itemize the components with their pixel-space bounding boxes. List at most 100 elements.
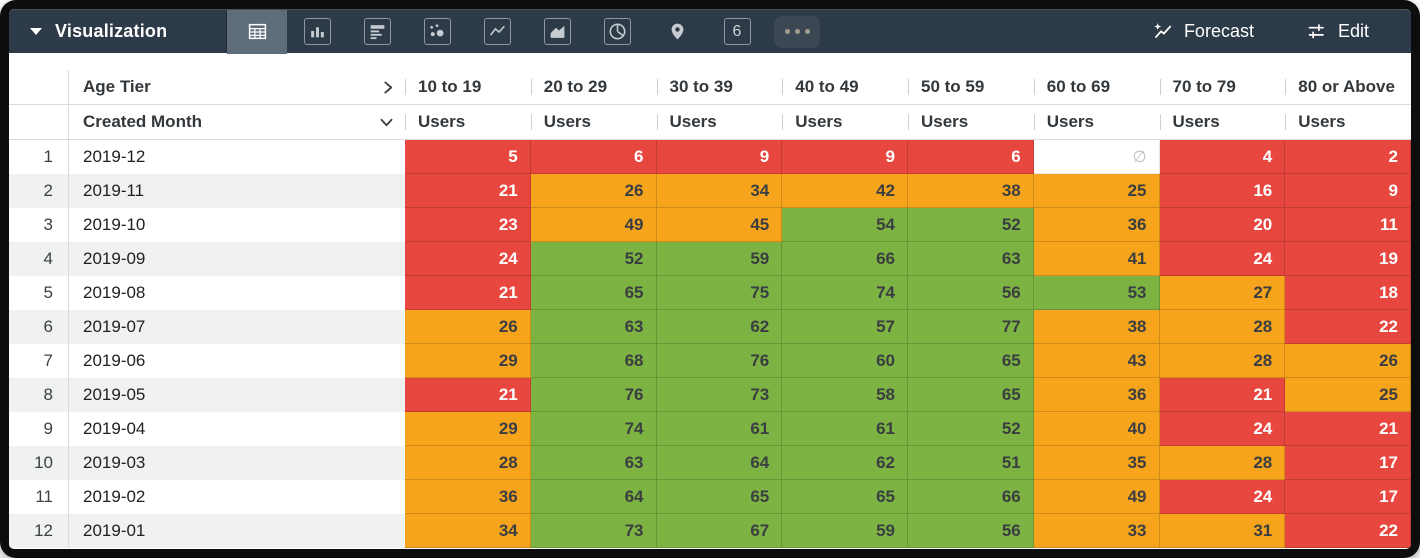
month-cell[interactable]: 2019-07 [69, 310, 405, 344]
users-value-cell[interactable]: 28 [405, 446, 531, 480]
users-value-cell[interactable]: 65 [908, 378, 1034, 412]
viz-type-scatter-button[interactable] [407, 10, 467, 54]
month-cell[interactable]: 2019-01 [69, 514, 405, 548]
month-cell[interactable]: 2019-08 [83, 283, 146, 302]
users-value-cell[interactable]: 36 [405, 480, 531, 514]
viz-type-single-value-button[interactable]: 6 [707, 10, 767, 54]
users-value-cell[interactable]: 6 [530, 140, 657, 174]
users-value-cell[interactable]: 64 [530, 480, 657, 514]
users-value-cell[interactable]: 63 [530, 310, 657, 344]
users-value-cell[interactable]: 51 [908, 446, 1034, 480]
month-cell[interactable]: 2019-03 [69, 446, 405, 480]
users-value-cell[interactable]: 29 [405, 344, 531, 378]
measure-column-header[interactable]: Users [1285, 105, 1411, 140]
users-value-cell[interactable]: 22 [1285, 514, 1411, 548]
users-value-cell[interactable]: 74 [782, 276, 908, 310]
users-value-cell[interactable]: 42 [782, 174, 908, 208]
users-value-cell[interactable]: 56 [908, 514, 1034, 548]
users-value-cell[interactable]: 35 [1033, 446, 1160, 480]
users-value-cell[interactable]: 4 [1159, 140, 1286, 174]
users-value-cell[interactable]: 28 [1159, 344, 1286, 378]
users-value-cell[interactable]: 16 [1159, 174, 1286, 208]
users-value-cell[interactable]: 24 [1159, 242, 1286, 276]
measure-column-header[interactable]: Users [656, 105, 783, 140]
viz-type-pie-button[interactable] [587, 10, 647, 54]
users-value-cell[interactable]: 9 [1285, 174, 1411, 208]
forecast-button[interactable]: Forecast [1152, 21, 1254, 42]
users-value-cell[interactable]: 22 [1285, 310, 1411, 344]
users-value-cell[interactable]: 75 [656, 276, 783, 310]
pivot-column-header[interactable]: 50 to 59 [908, 70, 1034, 105]
users-value-cell[interactable]: 66 [908, 480, 1034, 514]
viz-type-area-button[interactable] [527, 10, 587, 54]
users-value-cell[interactable]: 73 [656, 378, 783, 412]
dimension-field-header[interactable]: Created Month [69, 105, 405, 140]
users-value-cell[interactable]: 77 [908, 310, 1034, 344]
users-value-cell[interactable]: 43 [1033, 344, 1160, 378]
viz-type-map-button[interactable] [647, 10, 707, 54]
users-value-cell[interactable]: 61 [656, 412, 783, 446]
users-value-cell[interactable]: 34 [656, 174, 783, 208]
viz-type-row-button[interactable] [347, 10, 407, 54]
users-value-cell[interactable]: 21 [1285, 412, 1411, 446]
users-value-cell[interactable]: 17 [1285, 480, 1411, 514]
users-value-cell[interactable]: 36 [1033, 378, 1160, 412]
users-value-cell[interactable]: 65 [782, 480, 908, 514]
users-value-cell[interactable]: 56 [908, 276, 1034, 310]
users-value-cell[interactable]: 25 [1033, 174, 1160, 208]
users-value-cell[interactable]: 38 [1033, 310, 1160, 344]
users-value-cell[interactable]: 65 [530, 276, 657, 310]
users-value-cell[interactable]: 21 [405, 276, 531, 310]
visualization-dropdown[interactable]: Visualization [9, 10, 227, 53]
viz-type-table-button[interactable] [227, 9, 287, 54]
viz-type-line-button[interactable] [467, 10, 527, 54]
month-cell[interactable]: 2019-04 [83, 419, 146, 438]
users-value-cell[interactable]: 49 [530, 208, 657, 242]
users-value-cell[interactable]: 26 [1285, 344, 1411, 378]
users-value-cell[interactable]: 52 [908, 208, 1034, 242]
users-value-cell[interactable]: 62 [782, 446, 908, 480]
users-value-cell[interactable]: 53 [1033, 276, 1160, 310]
pivot-column-header[interactable]: 80 or Above [1285, 70, 1411, 105]
measure-column-header[interactable]: Users [782, 105, 908, 140]
null-value-cell[interactable]: ∅ [1033, 140, 1160, 174]
month-cell[interactable]: 2019-05 [69, 378, 405, 412]
measure-column-header[interactable]: Users [1033, 105, 1160, 140]
users-value-cell[interactable]: 52 [908, 412, 1034, 446]
pivot-column-header[interactable]: 20 to 29 [530, 70, 657, 105]
users-value-cell[interactable]: 38 [908, 174, 1034, 208]
pivot-column-header[interactable]: 60 to 69 [1033, 70, 1160, 105]
month-cell[interactable]: 2019-09 [69, 242, 405, 276]
users-value-cell[interactable]: 76 [656, 344, 783, 378]
users-value-cell[interactable]: 26 [405, 310, 531, 344]
users-value-cell[interactable]: 27 [1159, 276, 1286, 310]
viz-type-more-button[interactable] [767, 10, 827, 54]
users-value-cell[interactable]: 57 [782, 310, 908, 344]
users-value-cell[interactable]: 54 [782, 208, 908, 242]
pivot-field-header[interactable]: Age Tier [69, 70, 405, 105]
users-value-cell[interactable]: 17 [1285, 446, 1411, 480]
users-value-cell[interactable]: 52 [530, 242, 657, 276]
users-value-cell[interactable]: 64 [656, 446, 783, 480]
users-value-cell[interactable]: 66 [782, 242, 908, 276]
month-cell[interactable]: 2019-11 [69, 174, 405, 208]
users-value-cell[interactable]: 73 [530, 514, 657, 548]
users-value-cell[interactable]: 2 [1285, 140, 1411, 174]
pivot-column-header[interactable]: 10 to 19 [405, 70, 531, 105]
users-value-cell[interactable]: 19 [1285, 242, 1411, 276]
users-value-cell[interactable]: 23 [405, 208, 531, 242]
pivot-column-header[interactable]: 70 to 79 [1159, 70, 1286, 105]
viz-type-bar-button[interactable] [287, 10, 347, 54]
month-cell[interactable]: 2019-02 [83, 487, 146, 506]
users-value-cell[interactable]: 21 [405, 378, 531, 412]
users-value-cell[interactable]: 34 [405, 514, 531, 548]
users-value-cell[interactable]: 25 [1285, 378, 1411, 412]
users-value-cell[interactable]: 76 [530, 378, 657, 412]
users-value-cell[interactable]: 68 [530, 344, 657, 378]
month-cell[interactable]: 2019-06 [83, 351, 146, 370]
users-value-cell[interactable]: 40 [1033, 412, 1160, 446]
users-value-cell[interactable]: 61 [782, 412, 908, 446]
users-value-cell[interactable]: 9 [782, 140, 908, 174]
users-value-cell[interactable]: 36 [1033, 208, 1160, 242]
edit-button[interactable]: Edit [1306, 21, 1369, 42]
